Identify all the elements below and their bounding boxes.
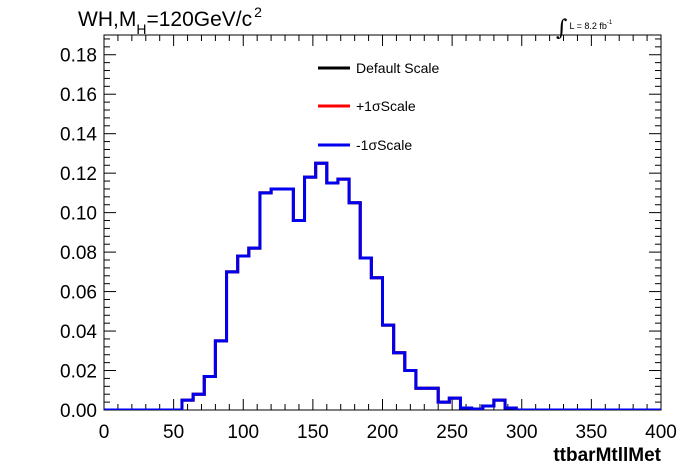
title-superscript: 2 <box>254 4 262 20</box>
y-tick-label: 0.14 <box>60 125 97 146</box>
y-tick-label: 0.10 <box>60 204 97 225</box>
y-tick-label: 0.08 <box>60 243 97 264</box>
x-axis: 0 50 100 150 200 250 300 350 400 <box>99 35 677 443</box>
legend-label-2: +1σScale <box>356 98 416 114</box>
y-axis: 0.00 0.02 0.04 0.06 0.08 0.10 0.12 0.14 0.16 0.18 <box>60 38 661 422</box>
legend-label-3: -1σScale <box>356 137 412 153</box>
luminosity-text: L = 8.2 fb <box>569 21 607 31</box>
x-tick-label: 300 <box>506 422 538 443</box>
x-tick-label: 400 <box>645 422 677 443</box>
luminosity-superscript: -1 <box>606 20 613 26</box>
y-tick-label: 0.06 <box>60 283 97 304</box>
chart-title: WH,MH=120GeV/c 2 <box>78 4 262 37</box>
title-subscript: H <box>136 21 147 37</box>
legend: Default Scale +1σScale -1σScale <box>318 60 439 153</box>
y-tick-label: 0.12 <box>60 164 97 185</box>
x-tick-label: 150 <box>297 422 329 443</box>
y-tick-label: 0.02 <box>60 362 97 383</box>
x-tick-label: 250 <box>436 422 468 443</box>
y-tick-label: 0.04 <box>60 322 97 343</box>
integral-symbol: ∫ <box>556 16 568 41</box>
title-rest-text: =120GeV/c <box>146 8 253 31</box>
luminosity-label: ∫ L = 8.2 fb-1 <box>556 10 613 41</box>
y-tick-label: 0.16 <box>60 85 97 106</box>
y-tick-label: 0.18 <box>60 46 97 67</box>
y-tick-label: 0.00 <box>60 401 97 422</box>
series-layer <box>104 161 661 410</box>
histogram-series-3 <box>104 161 661 410</box>
legend-label-1: Default Scale <box>356 60 439 76</box>
x-tick-label: 200 <box>367 422 399 443</box>
x-tick-label: 100 <box>227 422 259 443</box>
x-tick-label: 50 <box>163 422 184 443</box>
title-main-text: WH,M <box>78 8 137 31</box>
x-tick-label: 0 <box>99 422 110 443</box>
plot-frame <box>103 34 662 411</box>
x-tick-label: 350 <box>576 422 608 443</box>
x-axis-title: ttbarMtllMet <box>553 445 661 466</box>
